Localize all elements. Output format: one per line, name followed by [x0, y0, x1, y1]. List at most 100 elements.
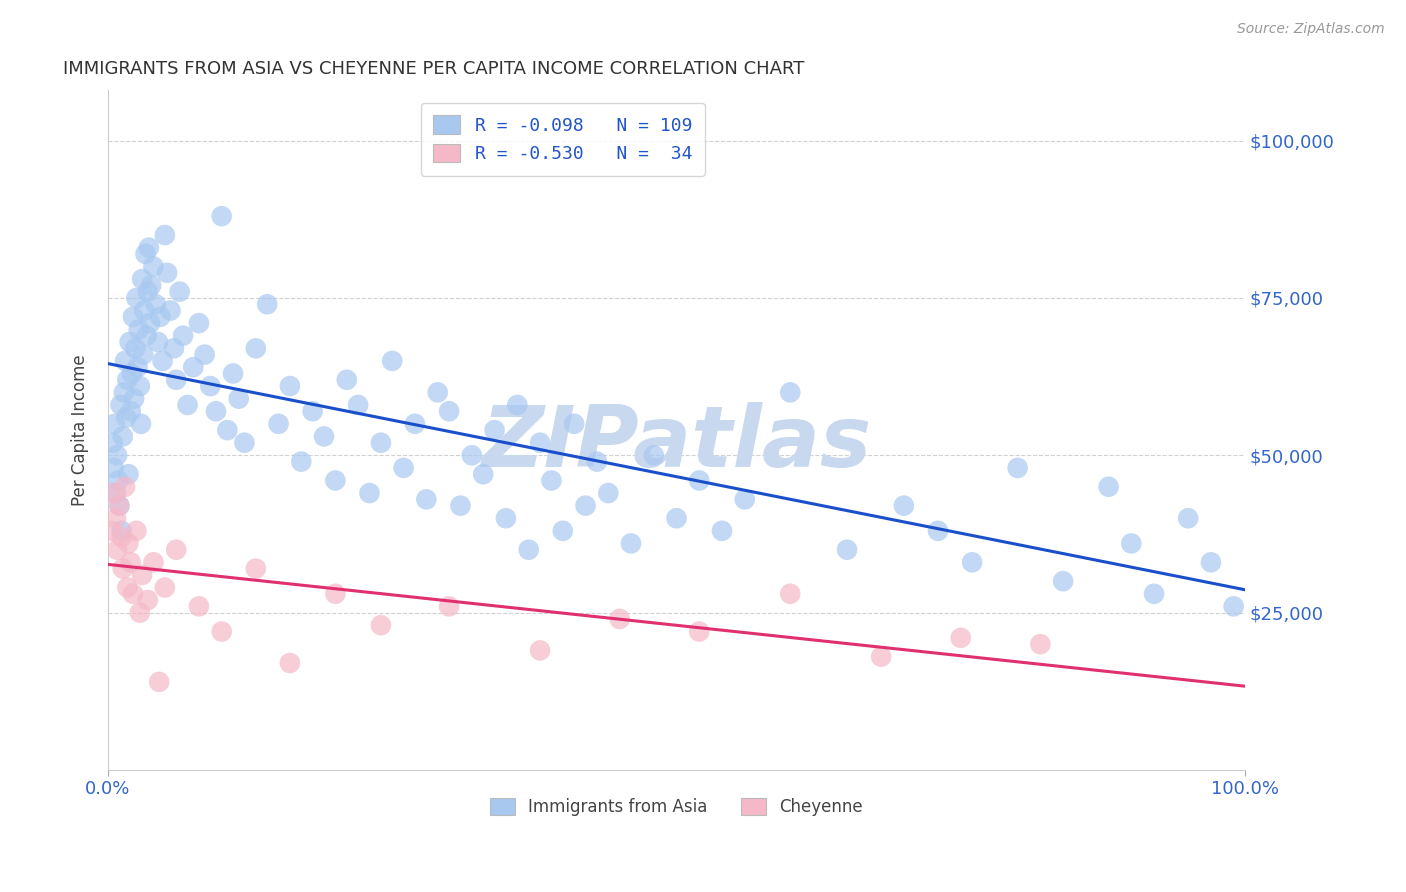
Point — [461, 448, 484, 462]
Point — [188, 599, 211, 614]
Point — [114, 354, 136, 368]
Point — [129, 417, 152, 431]
Point — [153, 581, 176, 595]
Point — [665, 511, 688, 525]
Point — [211, 624, 233, 639]
Point — [165, 373, 187, 387]
Point — [148, 674, 170, 689]
Point — [893, 499, 915, 513]
Y-axis label: Per Capita Income: Per Capita Income — [72, 354, 89, 506]
Point — [120, 555, 142, 569]
Point — [949, 631, 972, 645]
Point — [131, 567, 153, 582]
Point — [128, 379, 150, 393]
Point — [233, 435, 256, 450]
Point — [131, 272, 153, 286]
Point — [139, 316, 162, 330]
Point — [101, 435, 124, 450]
Point — [370, 435, 392, 450]
Point — [149, 310, 172, 324]
Point — [117, 536, 139, 550]
Point — [188, 316, 211, 330]
Point — [111, 561, 134, 575]
Point — [135, 328, 157, 343]
Point — [1121, 536, 1143, 550]
Point — [163, 341, 186, 355]
Point — [111, 530, 134, 544]
Point — [484, 423, 506, 437]
Point — [450, 499, 472, 513]
Point — [301, 404, 323, 418]
Point — [217, 423, 239, 437]
Point — [200, 379, 222, 393]
Point — [688, 474, 710, 488]
Point — [105, 542, 128, 557]
Point — [336, 373, 359, 387]
Point — [359, 486, 381, 500]
Point — [117, 467, 139, 482]
Point — [1029, 637, 1052, 651]
Text: ZIPatlas: ZIPatlas — [481, 402, 872, 485]
Point — [529, 435, 551, 450]
Point — [643, 448, 665, 462]
Point — [128, 606, 150, 620]
Point — [111, 429, 134, 443]
Point — [136, 285, 159, 299]
Point — [100, 524, 122, 538]
Point — [1007, 461, 1029, 475]
Point — [115, 410, 138, 425]
Point — [142, 260, 165, 274]
Point — [103, 486, 125, 500]
Point — [472, 467, 495, 482]
Point — [146, 334, 169, 349]
Point — [960, 555, 983, 569]
Point — [381, 354, 404, 368]
Point — [172, 328, 194, 343]
Point — [156, 266, 179, 280]
Point — [176, 398, 198, 412]
Point — [325, 587, 347, 601]
Point — [117, 373, 139, 387]
Point — [121, 367, 143, 381]
Point — [540, 474, 562, 488]
Point — [506, 398, 529, 412]
Point — [104, 486, 127, 500]
Point — [1222, 599, 1244, 614]
Point — [927, 524, 949, 538]
Point — [370, 618, 392, 632]
Point — [112, 385, 135, 400]
Point — [437, 404, 460, 418]
Point — [426, 385, 449, 400]
Point — [108, 499, 131, 513]
Point — [347, 398, 370, 412]
Point — [256, 297, 278, 311]
Point — [245, 561, 267, 575]
Point — [415, 492, 437, 507]
Point — [529, 643, 551, 657]
Point — [132, 348, 155, 362]
Point — [128, 322, 150, 336]
Point — [267, 417, 290, 431]
Point — [586, 454, 609, 468]
Point — [312, 429, 335, 443]
Point — [104, 417, 127, 431]
Point — [120, 404, 142, 418]
Point — [551, 524, 574, 538]
Point — [598, 486, 620, 500]
Point — [169, 285, 191, 299]
Point — [134, 303, 156, 318]
Point — [107, 474, 129, 488]
Point — [495, 511, 517, 525]
Point — [114, 480, 136, 494]
Point — [117, 581, 139, 595]
Point — [122, 392, 145, 406]
Point — [145, 297, 167, 311]
Point — [142, 555, 165, 569]
Point — [1199, 555, 1222, 569]
Point — [103, 461, 125, 475]
Point — [105, 448, 128, 462]
Text: Source: ZipAtlas.com: Source: ZipAtlas.com — [1237, 22, 1385, 37]
Point — [205, 404, 228, 418]
Point — [125, 524, 148, 538]
Point — [870, 649, 893, 664]
